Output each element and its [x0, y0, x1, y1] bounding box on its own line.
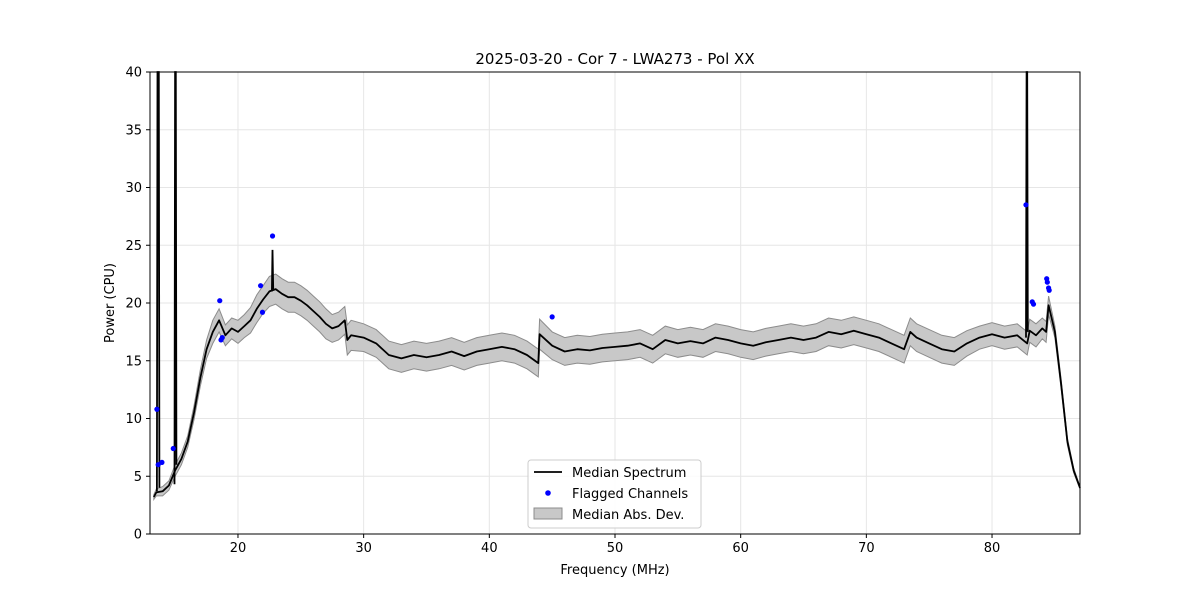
y-axis-label: Power (CPU): [103, 263, 118, 343]
y-tick-label: 35: [125, 123, 142, 138]
y-tick-label: 10: [125, 412, 142, 427]
legend-flagged-marker: [545, 490, 551, 496]
flagged-channel-point: [259, 309, 266, 315]
y-tick-label: 0: [134, 528, 142, 543]
flagged-channel-point: [1044, 279, 1050, 285]
x-tick-label: 70: [858, 541, 875, 556]
legend-median-label: Median Spectrum: [572, 466, 686, 481]
spectral-spike-line: [173, 71, 178, 485]
flagged-channel-point: [1023, 202, 1029, 208]
y-tick-label: 40: [125, 66, 142, 81]
y-tick-label: 15: [125, 354, 142, 369]
x-tick-label: 30: [355, 541, 372, 556]
flagged-channel-point: [217, 298, 223, 304]
x-tick-label: 50: [607, 541, 624, 556]
flagged-channel-point: [1046, 287, 1052, 293]
spectral-spike-line: [271, 249, 275, 292]
x-axis-ticks: 20 30 40 50 60 70 80: [230, 534, 1001, 556]
flagged-channel-point: [155, 462, 161, 468]
flagged-channels-series: [154, 202, 1052, 468]
legend-box: [527, 459, 702, 529]
flagged-channel-point: [170, 445, 176, 452]
flagged-channel-point: [159, 459, 165, 465]
y-tick-label: 5: [134, 470, 142, 485]
y-tick-label: 30: [125, 181, 142, 196]
legend: Median Spectrum Flagged Channels Median …: [527, 459, 702, 529]
x-tick-label: 40: [481, 541, 498, 556]
flagged-channel-point: [549, 314, 555, 320]
median-spectrum-line: [153, 288, 1081, 498]
x-tick-label: 80: [984, 541, 1001, 556]
y-axis-ticks: 0 5 10 15 20 25 30 35 40: [125, 66, 150, 543]
legend-flagged-label: Flagged Channels: [572, 487, 688, 502]
flagged-channel-point: [219, 335, 225, 341]
legend-mad-label: Median Abs. Dev.: [572, 508, 684, 523]
y-tick-label: 25: [125, 239, 142, 254]
flagged-channel-point: [1030, 301, 1037, 307]
spectral-spike-line: [155, 71, 161, 492]
flagged-channel-point: [257, 283, 264, 289]
x-axis-label: Frequency (MHz): [560, 563, 669, 578]
flagged-channel-point: [154, 406, 160, 412]
x-tick-label: 20: [230, 541, 247, 556]
flagged-channel-point: [269, 233, 276, 239]
x-tick-label: 60: [732, 541, 749, 556]
y-tick-label: 20: [125, 297, 142, 312]
legend-mad-swatch: [533, 507, 563, 520]
chart-title: 2025-03-20 - Cor 7 - LWA273 - Pol XX: [475, 50, 754, 68]
